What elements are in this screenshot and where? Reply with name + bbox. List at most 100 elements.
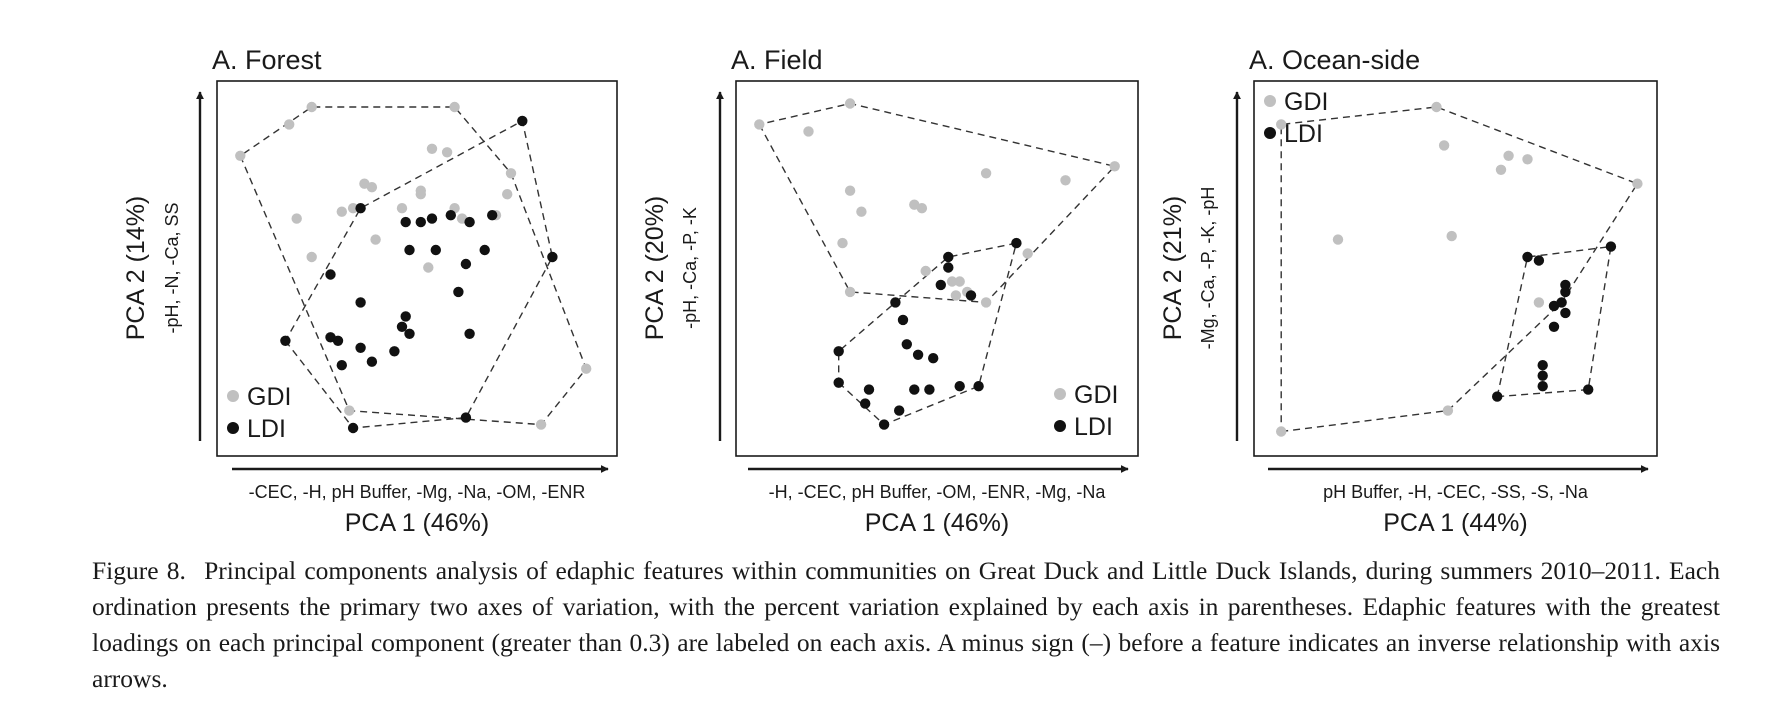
hull-gdi [1280, 106, 1639, 433]
point-ldi [935, 279, 946, 291]
point-ldi [347, 422, 359, 434]
point-gdi [1446, 230, 1457, 242]
point-ldi [426, 213, 438, 224]
hull-gdi [239, 106, 587, 426]
point-gdi [1276, 426, 1287, 437]
point-gdi [954, 276, 965, 287]
point-gdi [1632, 178, 1643, 189]
point-gdi [396, 203, 408, 214]
point-gdi [291, 213, 302, 224]
point-gdi [284, 119, 295, 130]
point-gdi [449, 101, 460, 113]
point-ldi [400, 311, 411, 322]
point-ldi [1560, 286, 1571, 298]
point-gdi [1060, 175, 1071, 186]
x-axis-label: PCA 1 (44%) [1383, 509, 1528, 537]
hull-ldi [838, 242, 1018, 426]
point-gdi [844, 185, 856, 196]
point-gdi [306, 251, 317, 263]
y-axis-label: PCA 2 (20%) [641, 196, 669, 341]
point-gdi [1438, 140, 1450, 151]
y-axis-label: PCA 2 (21%) [1159, 196, 1187, 341]
point-ldi [460, 258, 472, 270]
caption-text: Principal components analysis of edaphic… [92, 556, 1721, 693]
point-ldi [1548, 321, 1560, 332]
point-ldi [464, 216, 475, 228]
point-gdi [426, 143, 438, 154]
point-gdi [441, 147, 453, 158]
point-ldi [325, 269, 336, 280]
point-ldi [943, 251, 954, 263]
chart-title: A. Forest [212, 45, 322, 75]
point-gdi [1503, 150, 1514, 161]
point-ldi [400, 216, 411, 228]
point-gdi [844, 286, 856, 298]
figure-panels: A. Forest -CEC, -H, pH Buffer, -Mg, -Na, … [122, 45, 1658, 537]
point-gdi [1431, 101, 1442, 113]
legend-label-ldi: LDI [1074, 413, 1113, 441]
legend-marker-ldi [1264, 127, 1276, 139]
point-ldi [355, 297, 366, 308]
point-ldi [1537, 360, 1548, 371]
point-gdi [803, 126, 814, 137]
y-axis-features: -pH, -Ca, -P, -K [680, 207, 700, 329]
point-gdi [1533, 297, 1545, 308]
x-axis-label: PCA 1 (46%) [345, 509, 490, 537]
point-gdi [581, 363, 592, 374]
point-gdi [415, 189, 426, 200]
plot-frame [1253, 80, 1658, 457]
point-ldi [479, 244, 490, 256]
legend-marker-ldi [1054, 420, 1066, 432]
point-ldi [860, 398, 871, 409]
point-gdi [423, 262, 434, 273]
point-ldi [464, 328, 475, 339]
y-axis-label: PCA 2 (14%) [122, 196, 150, 341]
caption-label: Figure 8. [92, 556, 186, 585]
point-ldi [389, 346, 400, 357]
chart-panel: A. Forest -CEC, -H, pH Buffer, -Mg, -Na, … [122, 45, 618, 537]
point-gdi [347, 203, 359, 214]
chart-panel: A. Ocean-side pH Buffer, -H, -CEC, -SS, -… [1159, 45, 1658, 537]
y-axis-features: -pH, -N, -Ca, SS [162, 202, 182, 333]
point-ldi [965, 290, 977, 301]
point-ldi [366, 356, 378, 367]
point-gdi [980, 297, 992, 308]
point-ldi [973, 381, 984, 392]
x-axis-label: PCA 1 (46%) [865, 509, 1010, 537]
point-ldi [517, 115, 528, 127]
point-ldi [909, 384, 920, 395]
point-ldi [943, 262, 954, 273]
point-gdi [946, 276, 958, 287]
x-axis-features: pH Buffer, -H, -CEC, -SS, -S, -Na [1323, 482, 1589, 502]
point-ldi [1583, 384, 1594, 395]
point-ldi [954, 381, 965, 392]
point-ldi [1560, 307, 1571, 319]
point-gdi [856, 206, 867, 217]
point-ldi [1522, 251, 1533, 263]
point-ldi [833, 377, 844, 388]
legend-marker-gdi [1054, 388, 1066, 400]
point-ldi [355, 203, 366, 214]
point-ldi [460, 412, 472, 423]
point-gdi [1276, 119, 1287, 130]
point-ldi [430, 244, 441, 256]
point-gdi [837, 237, 848, 249]
point-ldi [1556, 297, 1567, 308]
point-ldi [332, 335, 344, 346]
legend-label-ldi: LDI [247, 415, 286, 443]
point-ldi [890, 297, 901, 308]
chart-title: A. Ocean-side [1249, 45, 1420, 75]
hull-gdi [758, 102, 1117, 304]
point-ldi [901, 339, 912, 350]
point-ldi [1605, 241, 1617, 252]
legend-marker-gdi [227, 390, 239, 402]
legend-label-gdi: GDI [247, 383, 291, 411]
chart-panel: A. Field -H, -CEC, pH Buffer, -OM, -ENR, … [641, 45, 1139, 537]
legend-label-ldi: LDI [1284, 120, 1323, 148]
point-gdi [235, 150, 246, 161]
point-ldi [453, 286, 464, 298]
point-ldi [445, 210, 456, 221]
point-gdi [344, 405, 355, 416]
point-ldi [404, 244, 415, 256]
x-axis-features: -H, -CEC, pH Buffer, -OM, -ENR, -Mg, -Na [769, 482, 1107, 502]
